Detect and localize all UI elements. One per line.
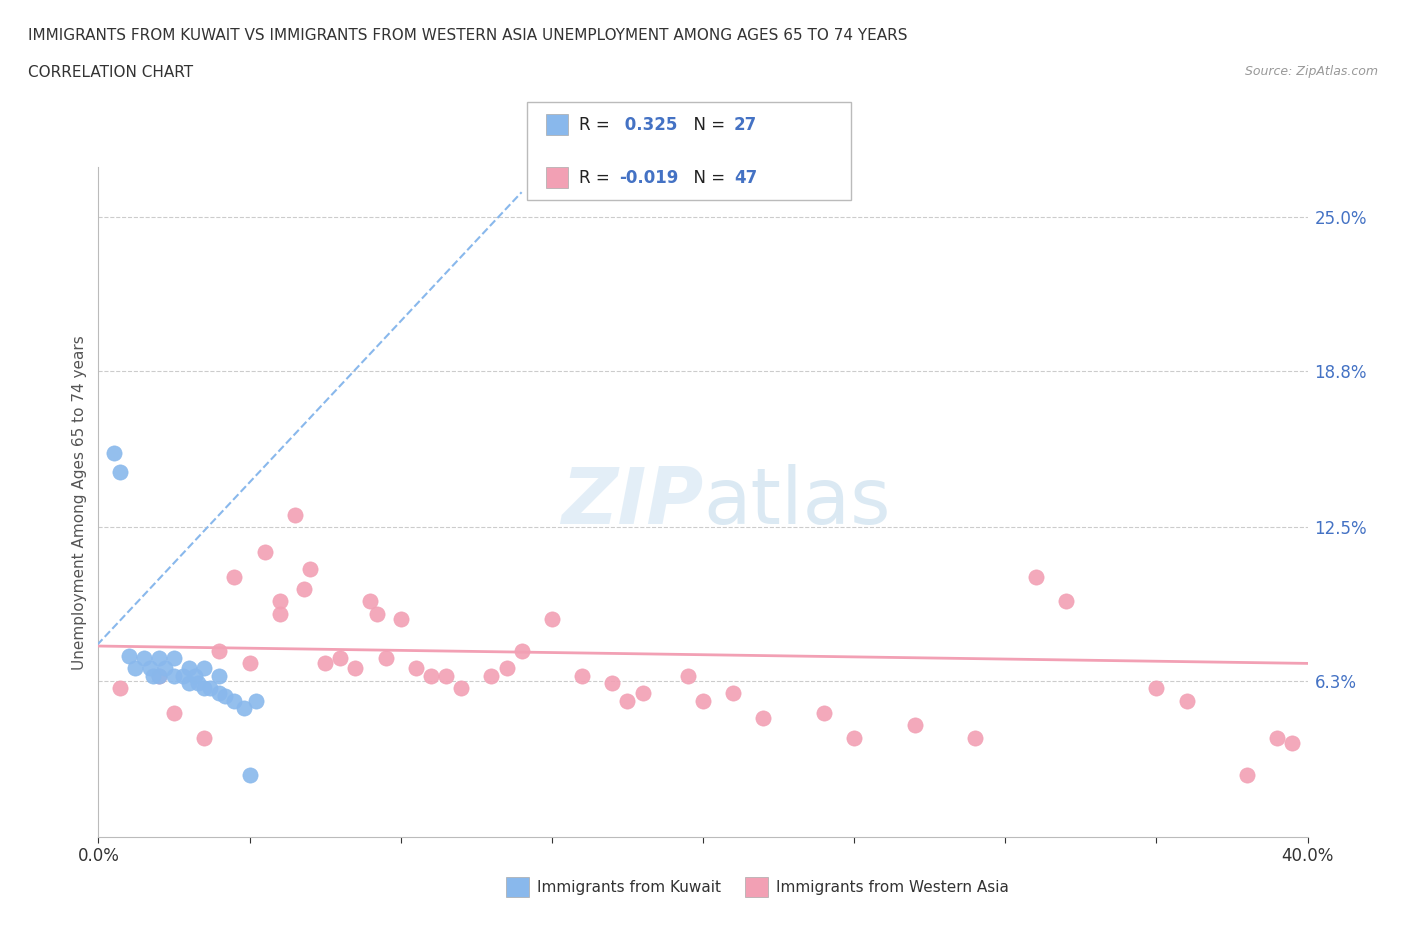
Point [103,445,125,460]
Point [602,676,624,691]
Text: -0.019: -0.019 [619,168,678,187]
Text: CORRELATION CHART: CORRELATION CHART [28,65,193,80]
Point [299,562,322,577]
Point [1281,736,1303,751]
Point [108,465,131,480]
Text: 47: 47 [734,168,758,187]
Text: ZIP: ZIP [561,464,703,540]
Text: N =: N = [683,115,731,134]
Point [253,544,276,559]
Point [813,706,835,721]
Point [132,651,155,666]
Point [360,594,382,609]
Point [148,669,170,684]
Point [723,685,745,700]
Point [214,688,236,703]
Point [374,651,396,666]
Text: Immigrants from Western Asia: Immigrants from Western Asia [776,880,1010,895]
Point [1024,569,1046,584]
Point [1236,767,1258,782]
Text: N =: N = [683,168,731,187]
Point [239,656,262,671]
Point [224,693,246,708]
Point [245,693,267,708]
Point [163,669,186,684]
Point [124,661,146,676]
Point [172,669,194,684]
Point [208,669,231,684]
Text: R =: R = [579,168,616,187]
Point [481,669,503,684]
Point [692,693,714,708]
Point [420,669,443,684]
Point [193,730,215,745]
Point [616,693,638,708]
Point [571,669,593,684]
Point [139,661,162,676]
Point [163,651,186,666]
Text: Source: ZipAtlas.com: Source: ZipAtlas.com [1244,65,1378,78]
Point [292,581,315,596]
Point [495,661,517,676]
Point [148,651,170,666]
Point [1054,594,1077,609]
Point [314,656,336,671]
Point [179,676,201,691]
Point [904,718,927,733]
Point [269,594,291,609]
Point [329,651,352,666]
Point [405,661,427,676]
Point [208,685,231,700]
Point [752,711,775,725]
Point [1175,693,1198,708]
Point [153,661,176,676]
Point [510,644,533,658]
Point [184,669,207,684]
Point [239,767,262,782]
Text: IMMIGRANTS FROM KUWAIT VS IMMIGRANTS FROM WESTERN ASIA UNEMPLOYMENT AMONG AGES 6: IMMIGRANTS FROM KUWAIT VS IMMIGRANTS FRO… [28,28,908,43]
Point [434,669,457,684]
Point [284,507,307,522]
Point [540,611,562,626]
Point [118,648,141,663]
Point [148,669,170,684]
Point [142,669,165,684]
Point [208,644,231,658]
Point [269,606,291,621]
Point [1267,730,1289,745]
Point [389,611,412,626]
Point [366,606,388,621]
Point [344,661,367,676]
Point [193,681,215,696]
Point [844,730,866,745]
Point [179,661,201,676]
Point [224,569,246,584]
Point [187,676,209,691]
Point [232,700,254,715]
Point [193,661,215,676]
Text: atlas: atlas [703,464,890,540]
Point [965,730,987,745]
Point [631,685,654,700]
Text: 27: 27 [734,115,758,134]
Point [163,706,186,721]
Point [1144,681,1167,696]
Point [108,681,131,696]
Text: 0.325: 0.325 [619,115,678,134]
Text: Immigrants from Kuwait: Immigrants from Kuwait [537,880,721,895]
Y-axis label: Unemployment Among Ages 65 to 74 years: Unemployment Among Ages 65 to 74 years [72,335,87,670]
Text: R =: R = [579,115,616,134]
Point [200,681,222,696]
Point [450,681,472,696]
Point [676,669,699,684]
